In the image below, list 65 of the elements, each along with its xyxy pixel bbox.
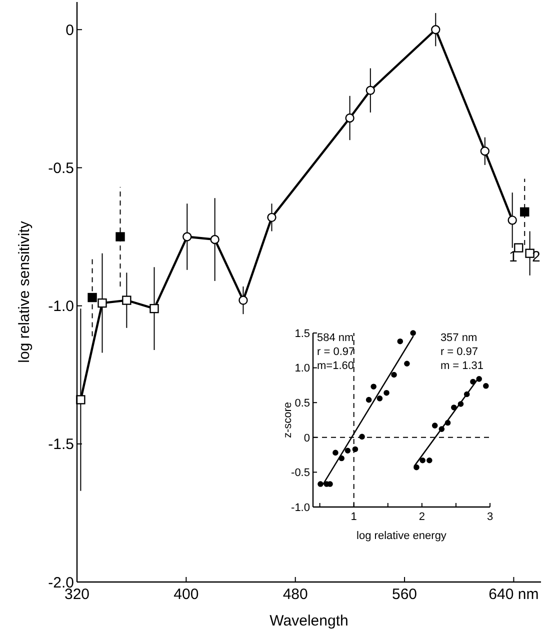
point [410, 330, 416, 336]
point [483, 382, 489, 389]
x-tick-label: 640 nm [488, 586, 539, 603]
annotation: m=1.60 [317, 360, 354, 372]
point [210, 234, 220, 244]
point [520, 207, 530, 217]
point [98, 298, 107, 308]
point [122, 296, 132, 305]
y-axis-title: z-score [282, 402, 294, 438]
x-tick-label: 2 [418, 511, 425, 523]
point [370, 384, 376, 390]
annotation: r = 0.97 [440, 346, 478, 358]
annotation: 584 nm [317, 332, 354, 344]
point [318, 481, 324, 487]
point [432, 422, 438, 428]
y-tick-label: -1.0 [48, 298, 74, 316]
point [116, 232, 125, 242]
point [426, 457, 432, 464]
x-tick-label: 480 [282, 586, 308, 603]
y-tick-label: -1.5 [48, 436, 74, 454]
point [404, 360, 410, 367]
point [359, 434, 365, 440]
annotation: 2 [532, 248, 540, 266]
point [480, 146, 490, 156]
point [345, 113, 354, 123]
y-tick-label: 0.5 [294, 397, 310, 410]
point [514, 243, 524, 252]
point [391, 372, 397, 378]
point [366, 86, 376, 95]
x-tick-label: 560 [392, 586, 418, 603]
x-tick-label: 3 [486, 511, 494, 523]
point [420, 457, 426, 464]
point [238, 296, 248, 305]
y-axis-title: log relative sensitivity [16, 220, 33, 363]
point [150, 304, 159, 314]
y-tick-label: 0 [304, 432, 310, 444]
point [352, 446, 358, 452]
x-tick-label: 1 [350, 511, 357, 523]
y-tick-label: 1.0 [294, 362, 310, 375]
point [414, 464, 420, 470]
point [332, 450, 338, 456]
y-tick-label: 1.5 [294, 328, 310, 340]
annotation: r = 0.97 [317, 346, 355, 358]
point [344, 448, 351, 454]
annotation: 357 nm [440, 332, 478, 344]
y-tick-label: -1.0 [291, 502, 310, 514]
x-tick-label: 400 [174, 586, 199, 603]
y-tick-label: 0 [66, 22, 74, 39]
point [384, 390, 390, 396]
point [267, 212, 276, 222]
point [76, 395, 86, 404]
point [88, 292, 97, 302]
point [508, 216, 517, 225]
point [366, 396, 372, 403]
annotation: m = 1.31 [440, 360, 484, 372]
annotation: 1 [508, 248, 518, 266]
y-tick-label: -0.5 [48, 160, 74, 177]
y-tick-label: -0.5 [291, 467, 310, 480]
x-axis-title: Wavelength [270, 612, 348, 630]
point [431, 25, 440, 34]
point [397, 338, 404, 344]
point [451, 404, 457, 410]
point [182, 232, 192, 242]
point [376, 396, 383, 402]
x-axis-title: log relative energy [356, 530, 447, 542]
